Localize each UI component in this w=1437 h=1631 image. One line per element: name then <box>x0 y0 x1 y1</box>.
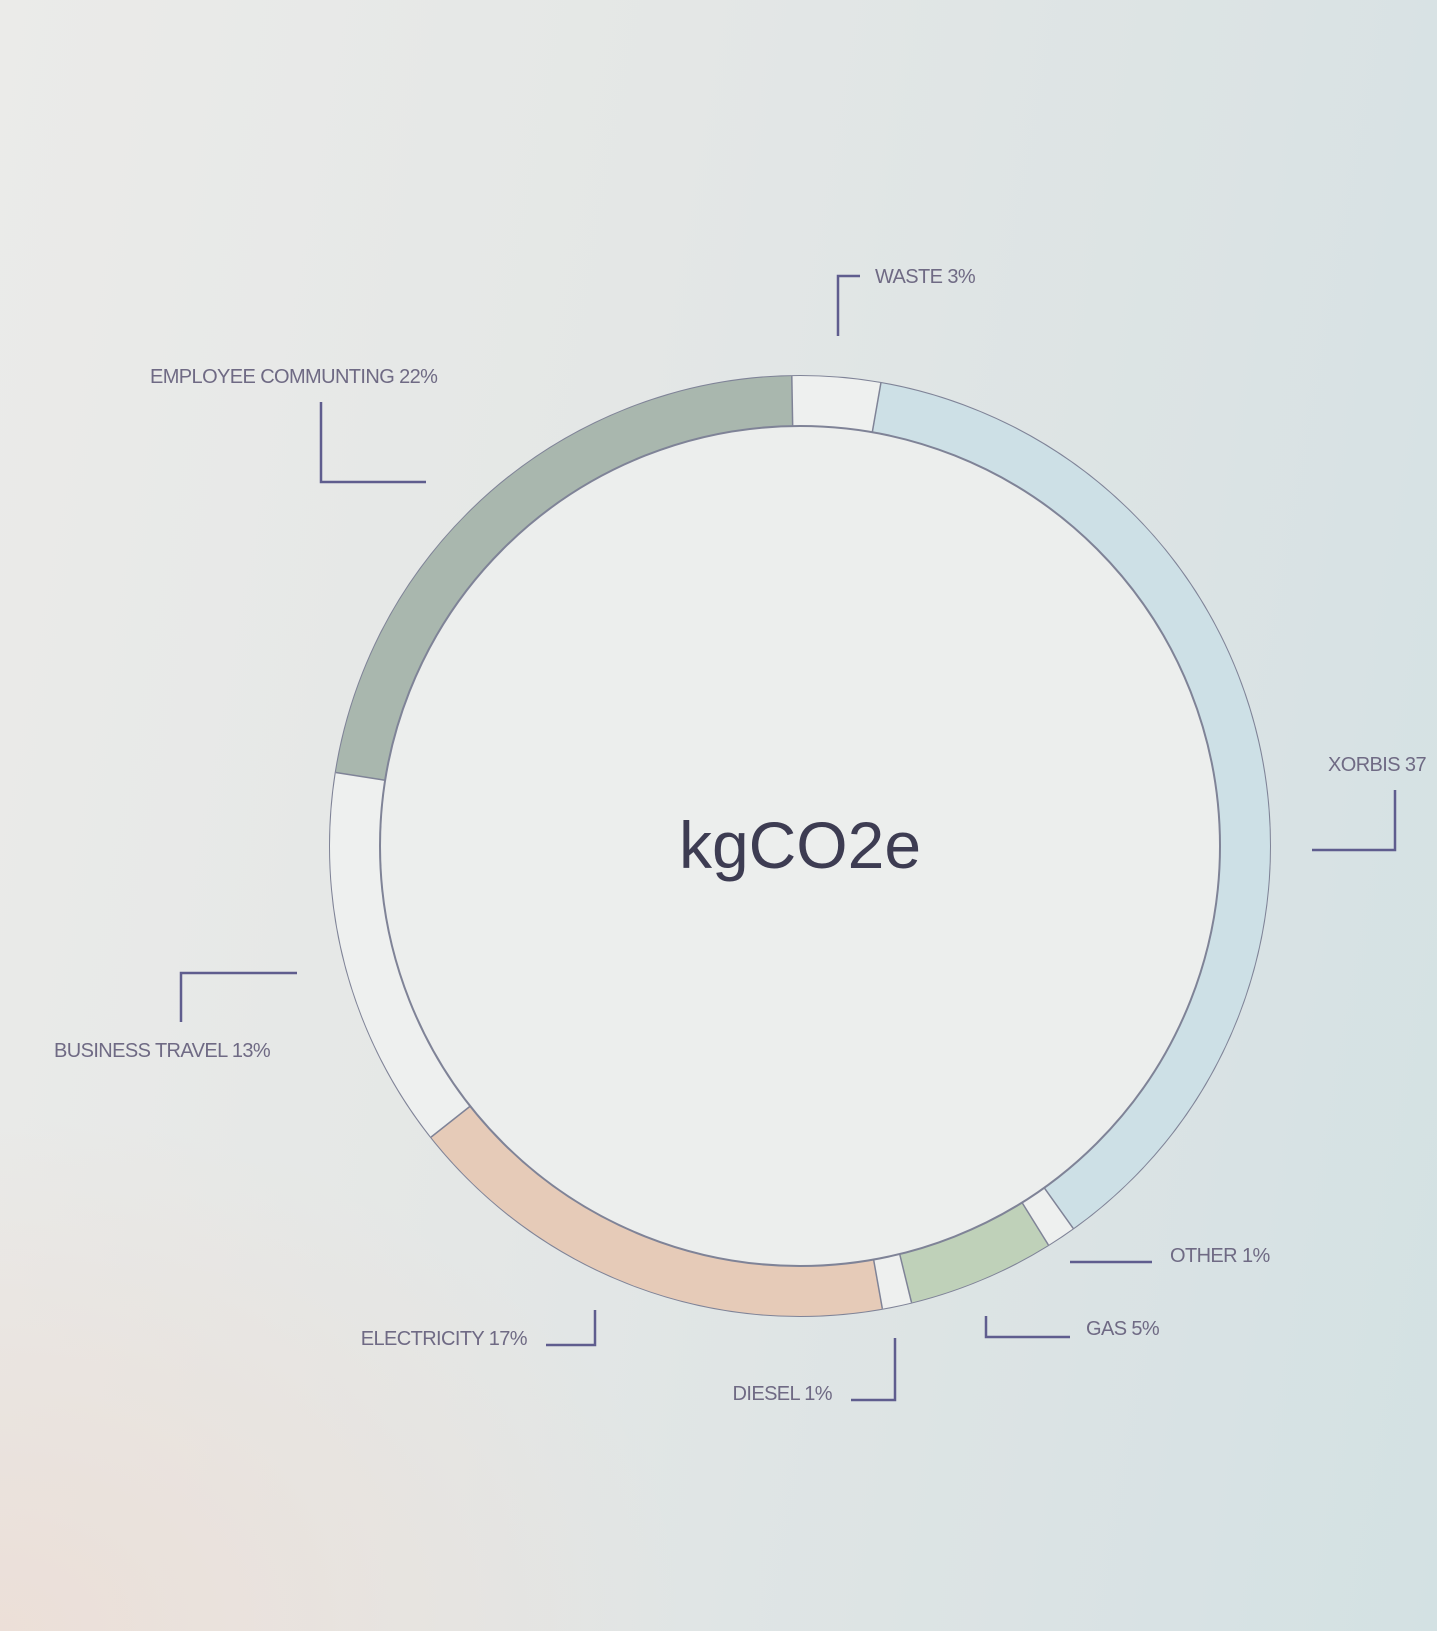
leader-line-xorbis <box>1312 790 1397 852</box>
slice-xorbis <box>872 383 1270 1229</box>
separator-xorbis <box>871 382 882 433</box>
separator-employee-communting <box>335 771 386 782</box>
leader-line-waste <box>836 274 860 336</box>
label-employee-communting: EMPLOYEE COMMUNTING 22% <box>150 366 438 388</box>
slice-annotations: WASTE 3% XORBIS 37 OTHER 1% GAS 5% DIESEL 1%… <box>54 266 1427 1405</box>
leader-line-business-travel <box>179 971 297 1022</box>
segment-separators <box>335 376 1074 1309</box>
separator-gas <box>1021 1202 1050 1246</box>
slice-other <box>1022 1187 1074 1245</box>
separator-business-travel <box>430 1105 471 1138</box>
leader-line-gas <box>984 1316 1070 1339</box>
donut-hole <box>379 425 1221 1267</box>
slice-employee-communting <box>335 376 793 781</box>
label-gas: GAS 5% <box>1086 1318 1160 1340</box>
label-business-travel: BUSINESS TRAVEL 13% <box>54 1040 271 1062</box>
donut-segments <box>329 376 1270 1316</box>
separator-diesel <box>898 1253 913 1303</box>
label-electricity: ELECTRICITY 17% <box>361 1328 528 1350</box>
label-diesel: DIESEL 1% <box>733 1383 833 1405</box>
slice-diesel <box>873 1254 912 1309</box>
center-label: kgCO2e <box>679 808 921 882</box>
slice-electricity <box>431 1106 883 1316</box>
slice-waste <box>791 376 881 433</box>
label-waste: WASTE 3% <box>875 266 976 288</box>
separator-electricity <box>872 1259 884 1309</box>
leader-line-diesel <box>851 1338 897 1402</box>
leader-line-electricity <box>546 1310 597 1347</box>
separator-other <box>1043 1187 1074 1229</box>
separator-waste <box>791 376 794 427</box>
label-other: OTHER 1% <box>1170 1245 1270 1267</box>
label-xorbis: XORBIS 37 <box>1328 754 1426 776</box>
leader-line-employee-communting <box>319 402 426 484</box>
slice-gas <box>899 1202 1049 1303</box>
slice-business-travel <box>329 772 471 1138</box>
